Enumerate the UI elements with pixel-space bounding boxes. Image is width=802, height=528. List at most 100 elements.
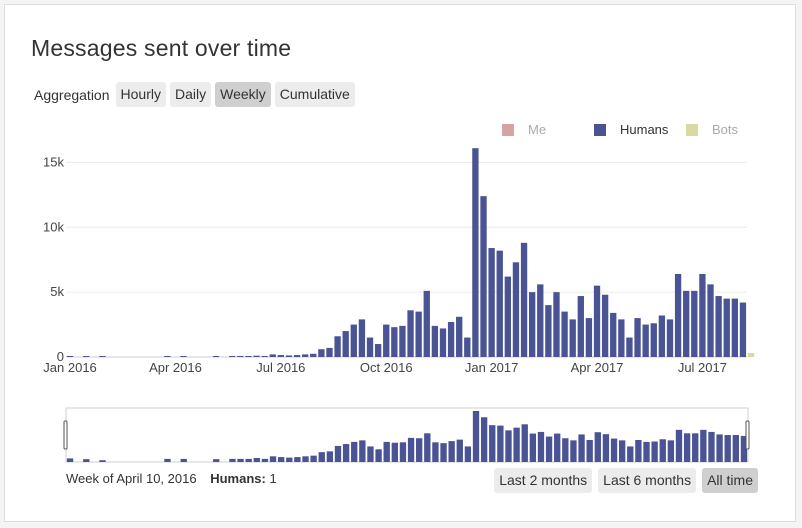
bar-humans[interactable] (626, 337, 633, 357)
aggregation-label: Aggregation (34, 86, 110, 103)
bar-humans[interactable] (456, 316, 463, 357)
bar-humans[interactable] (310, 353, 317, 357)
navigator-bar (651, 441, 658, 462)
bar-humans[interactable] (83, 356, 90, 357)
navigator-left-handle[interactable] (63, 420, 68, 450)
navigator-right-handle[interactable] (745, 420, 750, 450)
bar-humans[interactable] (423, 290, 430, 357)
legend-swatch-bots (686, 123, 698, 136)
bar-humans[interactable] (66, 355, 74, 357)
navigator-bar (513, 427, 520, 462)
bar-humans[interactable] (212, 356, 220, 357)
bar-humans[interactable] (180, 356, 187, 357)
bar-humans[interactable] (269, 354, 276, 357)
bar-humans[interactable] (585, 318, 593, 357)
bar-humans[interactable] (285, 355, 293, 357)
bar-humans[interactable] (504, 276, 512, 357)
bar-humans[interactable] (691, 290, 698, 357)
bar-humans[interactable] (715, 296, 722, 357)
bar-humans[interactable] (512, 262, 520, 357)
hourly-button[interactable]: Hourly (115, 82, 166, 107)
navigator-bar (375, 449, 382, 462)
navigator-bar (277, 457, 285, 462)
bar-humans[interactable] (488, 248, 495, 357)
bar-humans[interactable] (374, 344, 382, 357)
bar-humans[interactable] (431, 325, 439, 357)
bar-humans[interactable] (342, 331, 349, 357)
bar-humans[interactable] (383, 324, 390, 357)
bar-humans[interactable] (674, 273, 682, 357)
bar-humans[interactable] (350, 324, 357, 357)
bar-humans[interactable] (545, 305, 552, 357)
bar-humans[interactable] (318, 349, 325, 357)
x-tick-label: Apr 2016 (149, 360, 202, 375)
bar-humans[interactable] (358, 319, 366, 357)
bar-humans[interactable] (229, 356, 236, 357)
bar-humans[interactable] (391, 327, 398, 357)
bar-humans[interactable] (723, 298, 730, 357)
navigator-frame[interactable] (65, 407, 749, 463)
bar-humans[interactable] (537, 284, 544, 357)
bar-humans[interactable] (277, 355, 285, 357)
bar-humans[interactable] (99, 356, 106, 357)
bar-humans[interactable] (610, 312, 617, 357)
navigator-bar (480, 417, 488, 462)
chart-title: Messages sent over time (31, 35, 292, 61)
last-6-months-button[interactable]: Last 6 months (598, 468, 697, 493)
bar-humans[interactable] (666, 319, 674, 357)
bar-humans[interactable] (245, 356, 252, 357)
bar-humans[interactable] (634, 318, 641, 357)
y-tick-label: 15k (43, 154, 64, 169)
bar-humans[interactable] (528, 292, 536, 357)
bar-humans[interactable] (699, 273, 706, 357)
weekly-button[interactable]: Weekly (215, 82, 271, 107)
bar-humans[interactable] (261, 356, 268, 357)
bar-humans[interactable] (553, 292, 560, 357)
bar-humans[interactable] (683, 290, 690, 357)
bar-humans[interactable] (601, 294, 609, 357)
bar-humans[interactable] (658, 315, 666, 357)
bar-humans[interactable] (301, 354, 309, 357)
bar-humans[interactable] (642, 324, 649, 357)
bar-humans[interactable] (731, 298, 739, 357)
bar-humans[interactable] (569, 319, 576, 357)
bar-humans[interactable] (334, 336, 341, 357)
last-2-months-button[interactable]: Last 2 months (494, 468, 593, 493)
bar-humans[interactable] (739, 302, 747, 357)
navigator-bar (610, 438, 618, 462)
navigator-bar (667, 440, 675, 462)
bar-humans[interactable] (439, 328, 447, 357)
legend-item-me[interactable]: Me (502, 122, 546, 137)
daily-button[interactable]: Daily (169, 82, 212, 107)
bar-humans[interactable] (707, 284, 714, 357)
bar-humans[interactable] (577, 296, 584, 357)
bar-humans[interactable] (293, 355, 301, 357)
bar-humans[interactable] (253, 355, 260, 357)
bar-bots[interactable] (747, 353, 755, 357)
bar-humans[interactable] (366, 337, 374, 357)
bar-humans[interactable] (447, 321, 455, 357)
bar-humans[interactable] (326, 347, 333, 357)
bar-humans[interactable] (561, 311, 568, 357)
bar-humans[interactable] (415, 311, 422, 357)
cumulative-button[interactable]: Cumulative (274, 82, 355, 107)
bar-humans[interactable] (472, 148, 479, 357)
bar-humans[interactable] (464, 337, 471, 357)
bar-humans[interactable] (520, 242, 528, 357)
all-time-button[interactable]: All time (702, 468, 758, 493)
legend-item-humans[interactable]: Humans (594, 122, 668, 137)
bar-humans[interactable] (164, 356, 171, 357)
bar-humans[interactable] (650, 323, 657, 357)
navigator-bar (253, 457, 260, 462)
bar-humans[interactable] (407, 310, 414, 357)
bar-humans[interactable] (399, 325, 406, 357)
bar-humans[interactable] (618, 319, 625, 357)
legend-item-bots[interactable]: Bots (686, 122, 738, 137)
navigator-bar (334, 445, 342, 462)
bar-humans[interactable] (496, 250, 503, 357)
navigator-bar (643, 441, 650, 462)
bar-humans[interactable] (480, 196, 487, 357)
bar-humans[interactable] (237, 356, 244, 357)
bar-humans[interactable] (593, 285, 601, 357)
navigator-bar (302, 456, 309, 462)
